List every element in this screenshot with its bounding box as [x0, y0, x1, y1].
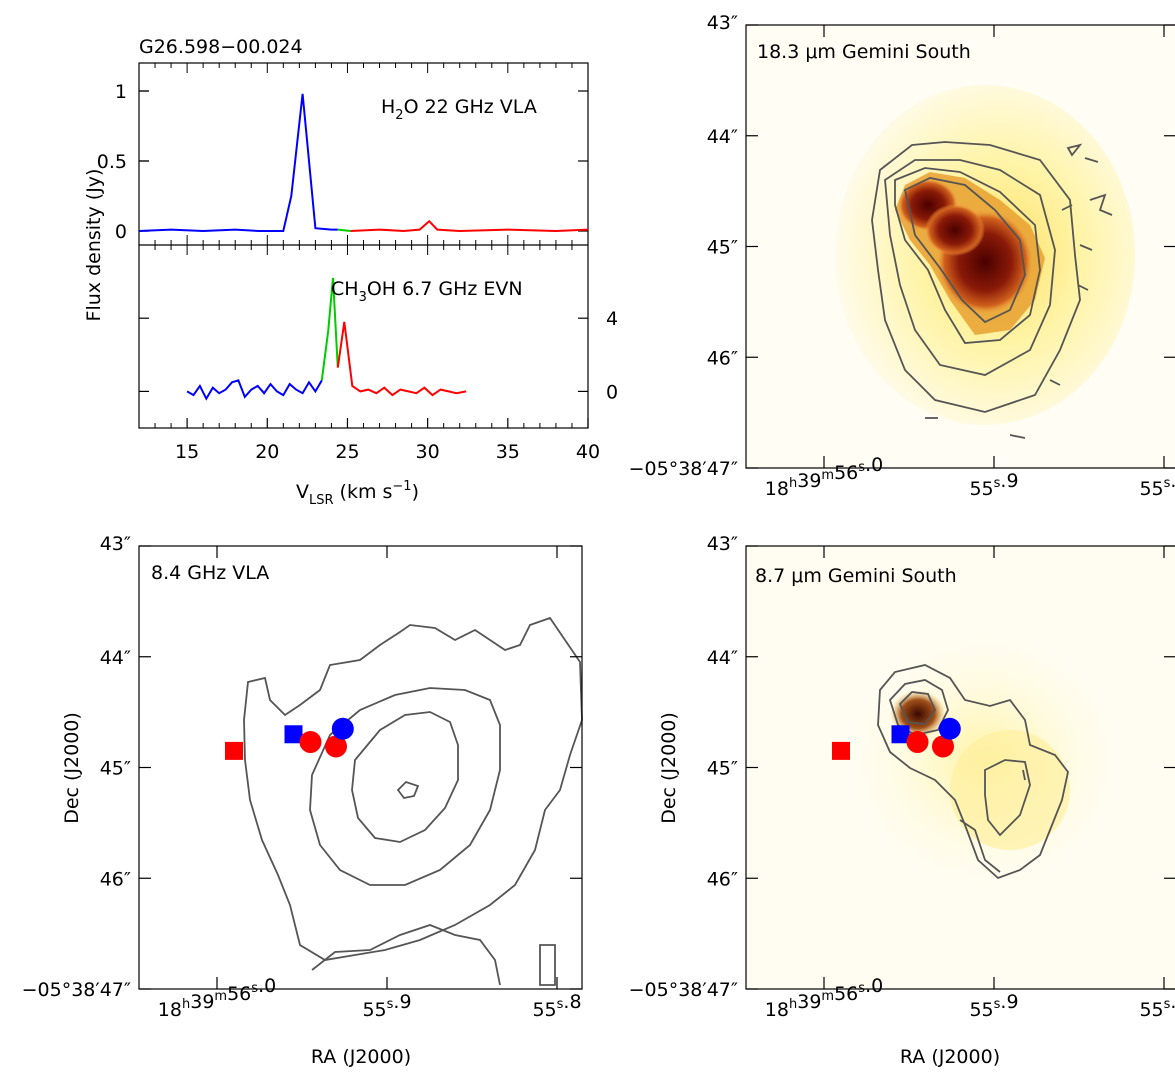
ch3oh-xtick-label: 35 [496, 441, 520, 463]
h2o-axis: 00.51 [97, 63, 589, 245]
map-8ghz-ytick-label: 43″ [100, 533, 131, 555]
map-8ghz-contour-frag-a [311, 924, 501, 986]
spectrum-panel: G26.598−00.024 Flux density (Jy) 00.51 H… [83, 36, 618, 508]
map-18um-panel: 18.3 μm Gemini South [745, 24, 1175, 469]
map-8ghz-title: 8.4 GHz VLA [151, 562, 269, 584]
source-circle-3 [932, 735, 954, 758]
map-8um-ytick-label: 45″ [707, 758, 738, 780]
map-8um-ylabel: Dec (J2000) [658, 712, 680, 824]
map-18um-ytick-label: 45″ [707, 237, 738, 259]
map-8ghz-contour-frag-b [539, 944, 556, 986]
h2o-series-line-2 [350, 219, 589, 233]
map-8um-xlabel: RA (J2000) [900, 1046, 1000, 1068]
source-square-1 [284, 725, 303, 744]
map-8um-xtick-label: 55s.9 [969, 991, 1018, 1021]
map-8um-ytick-label: 46″ [707, 868, 738, 890]
ch3oh-xtick-label: 30 [416, 441, 440, 463]
ch3oh-ytick-label: 4 [606, 308, 618, 330]
map-8ghz-contours [243, 616, 583, 986]
map-18um-contour-inner [894, 167, 1041, 344]
ch3oh-series-line-1 [320, 277, 339, 381]
h2o-ytick-label: 1 [115, 81, 127, 103]
source-circle-2 [299, 731, 322, 754]
ch3oh-title: CH3OH 6.7 GHz EVN [331, 278, 523, 305]
ch3oh-xtick-label: 15 [175, 441, 199, 463]
ch3oh-series-line-0 [186, 379, 323, 401]
map-8um-contour-tick [1022, 769, 1026, 781]
map-8ghz-background [139, 546, 582, 989]
map-18um-contour-core [903, 177, 1026, 324]
map-8ghz-xlabel: RA (J2000) [311, 1046, 411, 1068]
ch3oh-series-line-2 [336, 321, 467, 397]
map-8ghz-contour-mid [309, 687, 501, 886]
source-square-0 [832, 741, 850, 760]
ch3oh-xtick-label: 40 [576, 441, 600, 463]
map-8um-contour-frag [959, 819, 1001, 873]
map-8ghz-contour-outer [243, 616, 583, 961]
source-name: G26.598−00.024 [139, 36, 303, 58]
map-18um-ytick-label: −05°38′47″ [629, 458, 738, 480]
source-circle-2 [906, 731, 929, 754]
map-8um-ytick-label: −05°38′47″ [629, 979, 738, 1001]
map-8ghz-ytick-label: −05°38′47″ [22, 979, 131, 1001]
map-18um-title: 18.3 μm Gemini South [757, 41, 971, 63]
spectrum-xlabel: VLSR (km s−1) [296, 479, 419, 508]
source-square-1 [891, 725, 910, 744]
spectrum-ylabel: Flux density (Jy) [83, 169, 105, 322]
map-8um-xtick-label: 55s.8 [1139, 991, 1175, 1021]
map-18um-xtick-label: 55s.8 [1139, 470, 1175, 500]
h2o-series-line-1 [337, 228, 351, 232]
map-8ghz-ylabel: Dec (J2000) [61, 712, 83, 824]
map-8um-diffuse [950, 730, 1070, 850]
ch3oh-xtick-label: 25 [335, 441, 359, 463]
map-8um-ytick-label: 43″ [707, 533, 738, 555]
h2o-ytick-label: 0.5 [97, 151, 127, 173]
map-8ghz-contour-core [396, 780, 420, 799]
map-8um-sources [832, 717, 961, 760]
map-8um-contour-right [984, 759, 1031, 837]
map-8ghz-sources [225, 717, 354, 760]
map-8ghz-xtick-label: 18h39m56s.0 [158, 975, 276, 1021]
map-18um-core-c [925, 204, 985, 256]
map-8um-title: 8.7 μm Gemini South [755, 565, 957, 587]
map-8um-xtick-label: 18h39m56s.0 [765, 975, 883, 1021]
h2o-series [138, 93, 589, 233]
map-8um-contour-inner [898, 691, 937, 725]
map-8ghz-xtick-label: 55s.8 [532, 991, 581, 1021]
map-18um-xtick-label: 55s.9 [969, 470, 1018, 500]
map-18um-contour-fragments [925, 143, 1113, 439]
map-18um-ytick-label: 44″ [707, 126, 738, 148]
map-18um-xtick-label: 18h39m56s.0 [765, 454, 883, 500]
map-8um-panel: 8.7 μm Gemini South [745, 545, 1175, 990]
h2o-ytick-label: 0 [115, 221, 127, 243]
ch3oh-ytick-label: 0 [606, 381, 618, 403]
ch3oh-axis: 0 4 15 20 25 30 35 40 [138, 245, 618, 463]
map-18um-contour-outer [871, 141, 1081, 413]
ch3oh-series [186, 277, 467, 401]
map-8ghz-ytick-label: 46″ [100, 868, 131, 890]
source-square-0 [225, 741, 243, 760]
map-8ghz-panel: 8.4 GHz VLA [138, 545, 583, 990]
source-circle-3 [325, 735, 347, 758]
map-8ghz-contour-inner [351, 711, 459, 843]
map-axes: 43″ 44″ 45″ 46″ −05°38′47″ 18h39m56s.0 55s.9 55… [22, 12, 1175, 1021]
map-18um-ytick-label: 43″ [707, 12, 738, 34]
map-8ghz-xtick-label: 55s.9 [362, 991, 411, 1021]
source-circle-4 [938, 717, 961, 740]
map-8ghz-ytick-label: 45″ [100, 758, 131, 780]
map-8ghz-ytick-label: 44″ [100, 647, 131, 669]
map-8um-contour-outer [877, 664, 1069, 880]
ch3oh-xtick-label: 20 [255, 441, 279, 463]
source-circle-4 [331, 717, 354, 740]
map-8um-ytick-label: 44″ [707, 647, 738, 669]
h2o-series-line-0 [138, 93, 338, 233]
h2o-title: H2O 22 GHz VLA [381, 96, 537, 123]
map-18um-ytick-label: 46″ [707, 347, 738, 369]
map-18um-contour-mid [884, 159, 1056, 376]
